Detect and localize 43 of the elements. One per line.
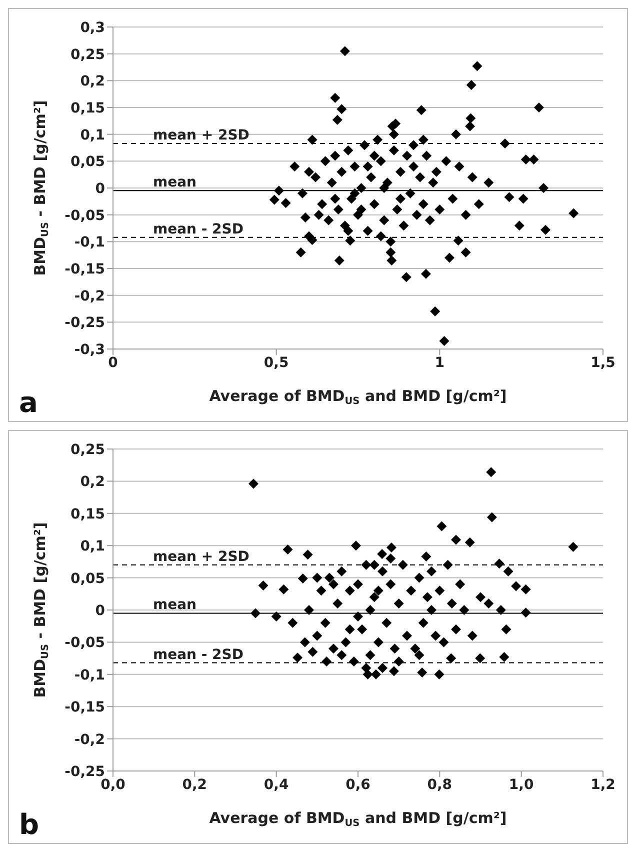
x-axis-title: Average of BMD$_{US}$ and BMD [g/cm²]	[209, 809, 507, 828]
y-tick-label: -0,25	[64, 315, 105, 332]
ref-line-label: mean - 2SD	[153, 221, 244, 238]
y-tick-label: 0,15	[70, 506, 105, 522]
y-tick-label: 0,1	[80, 538, 105, 555]
x-tick-label: 1,2	[590, 776, 616, 793]
y-tick-label: 0,15	[70, 100, 105, 116]
x-tick-label: 1,0	[508, 776, 534, 793]
y-tick-label: 0,25	[70, 442, 105, 458]
y-tick-label: 0,1	[80, 127, 105, 144]
y-tick-label: -0,3	[74, 342, 105, 358]
x-tick-label: 0,6	[346, 776, 370, 793]
y-tick-label: -0,15	[64, 700, 105, 716]
x-tick-label: 1,5	[590, 354, 616, 371]
text: a	[19, 386, 38, 419]
ref-line-label: mean + 2SD	[153, 548, 250, 565]
text: b	[19, 808, 40, 841]
y-tick-label: 0,05	[70, 570, 105, 587]
x-tick-label: 0,5	[264, 354, 289, 371]
y-tick-label: -0,15	[64, 261, 105, 278]
ref-line-label: mean + 2SD	[153, 127, 250, 144]
y-tick-label: -0,1	[74, 234, 105, 251]
y-tick-label: 0,2	[80, 474, 105, 490]
y-tick-label: 0,05	[70, 154, 105, 170]
y-tick-label: 0	[95, 602, 106, 619]
y-tick-label: -0,2	[74, 732, 105, 748]
y-tick-label: -0,1	[74, 667, 105, 684]
y-tick-label: -0,05	[64, 635, 105, 652]
ref-line-label: mean	[153, 174, 196, 191]
y-tick-label: -0,05	[64, 208, 105, 224]
x-tick-label: 0,8	[427, 776, 452, 793]
ref-line-label: mean	[153, 597, 196, 614]
y-tick-label: 0,2	[80, 74, 105, 90]
x-axis-title: Average of BMD$_{US}$ and BMD [g/cm²]	[209, 387, 507, 406]
x-tick-label: 0	[108, 354, 118, 371]
x-tick-label: 0,4	[264, 776, 289, 793]
x-tick-label: 1	[434, 354, 445, 371]
y-tick-label: 0,25	[70, 46, 105, 63]
y-tick-label: 0,3	[80, 20, 105, 36]
y-tick-label: 0	[95, 180, 106, 197]
ref-line-label: mean - 2SD	[153, 646, 244, 663]
x-tick-label: 0,2	[182, 776, 208, 793]
y-tick-label: -0,2	[74, 288, 105, 304]
